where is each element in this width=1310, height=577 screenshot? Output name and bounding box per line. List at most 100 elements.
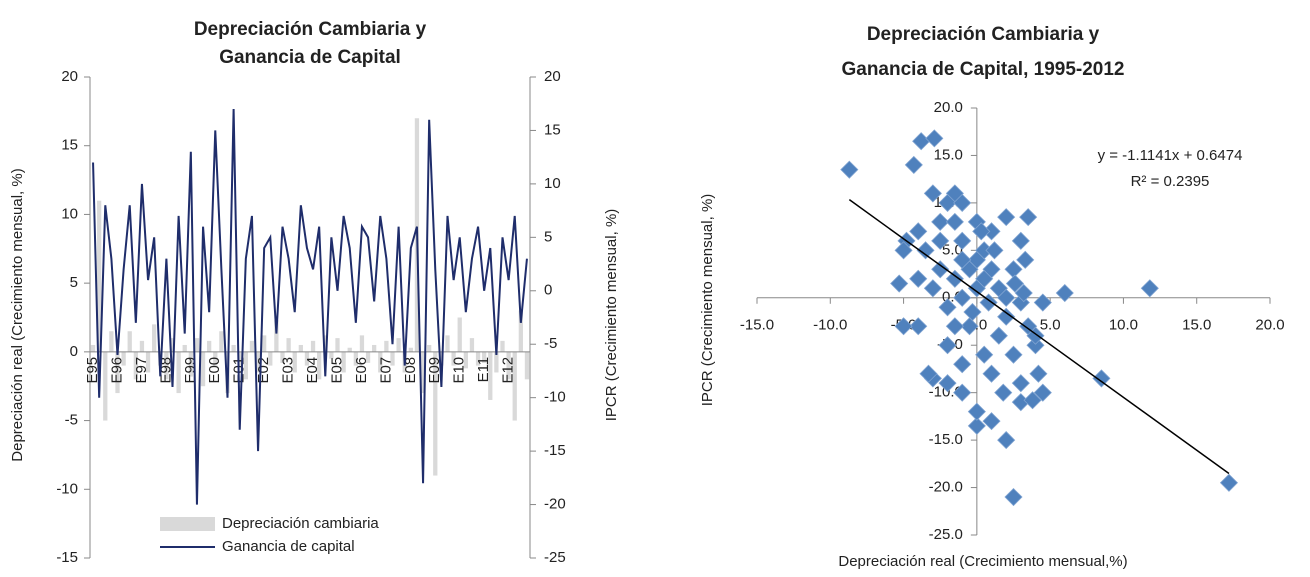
bar xyxy=(469,338,475,352)
bar xyxy=(524,351,530,380)
bar xyxy=(310,340,316,352)
y2-tick-label: -25 xyxy=(544,549,566,566)
scatter-point xyxy=(890,274,909,293)
legend-label: Depreciación cambiaria xyxy=(222,515,379,532)
y2-tick-label: 0 xyxy=(544,282,552,299)
line-series xyxy=(92,109,528,505)
bar xyxy=(365,351,371,363)
x-tick-label: E12 xyxy=(500,357,517,384)
bar xyxy=(445,335,450,352)
bar xyxy=(249,340,255,352)
bar xyxy=(463,351,468,369)
bar xyxy=(152,324,157,352)
x-tick-label: E10 xyxy=(451,357,468,384)
scatter-point xyxy=(953,193,972,212)
bar xyxy=(213,351,218,366)
y-tick-label: 5 xyxy=(70,274,78,291)
bar xyxy=(323,335,328,352)
y2-tick-label: 5 xyxy=(544,228,552,245)
scatter-point xyxy=(1029,364,1048,383)
scatter-point xyxy=(909,269,928,288)
scatter-point xyxy=(894,317,913,336)
bar xyxy=(133,351,138,380)
bar xyxy=(274,320,279,352)
bar xyxy=(103,351,108,421)
scatter-point xyxy=(945,269,964,288)
bar xyxy=(243,351,248,380)
legend-label: Ganancia de capital xyxy=(222,538,355,555)
scatter-point xyxy=(919,364,938,383)
scatter-point xyxy=(953,250,972,269)
bar xyxy=(396,338,401,352)
scatter-point xyxy=(972,222,991,241)
bar xyxy=(292,351,297,373)
bar xyxy=(164,351,169,380)
scatter-point xyxy=(982,364,1001,383)
bar xyxy=(439,351,444,366)
scatter-point xyxy=(985,241,1004,260)
bar xyxy=(359,335,365,352)
scatter-point xyxy=(975,241,994,260)
x-tick-label: 20.0 xyxy=(1255,317,1284,334)
bar xyxy=(372,344,377,352)
y2-tick-label: 20 xyxy=(544,68,561,85)
scatter-point xyxy=(953,355,972,374)
x-tick-label: E05 xyxy=(328,357,345,384)
bar xyxy=(317,351,322,380)
scatter-point xyxy=(967,402,986,421)
y-tick-label: 20 xyxy=(61,68,78,85)
scatter-point xyxy=(904,155,923,174)
bar xyxy=(433,351,438,476)
y2-tick-label: -10 xyxy=(544,389,566,406)
scatter-point xyxy=(975,345,994,364)
bar xyxy=(408,347,413,352)
scatter-point xyxy=(909,317,928,336)
bar xyxy=(482,351,487,363)
scatter-point xyxy=(938,336,957,355)
scatter-point xyxy=(982,260,1001,279)
scatter-point xyxy=(931,260,950,279)
x-tick-label: 10.0 xyxy=(1109,317,1138,334)
chart-title: Depreciación Cambiaria y xyxy=(194,19,427,40)
bar xyxy=(268,351,273,366)
y2-tick-label: 15 xyxy=(544,121,561,138)
scatter-point xyxy=(997,307,1016,326)
bar xyxy=(176,351,181,394)
scatter-point xyxy=(1219,473,1239,492)
bar xyxy=(194,338,200,352)
x-tick-label: 15.0 xyxy=(1182,317,1211,334)
x-tick-label: E03 xyxy=(280,357,297,384)
y-tick-label: -10.0 xyxy=(929,384,963,401)
scatter-point xyxy=(1033,293,1052,312)
y-axis-label: IPCR (Crecimiento mensual, %) xyxy=(699,194,716,407)
x-tick-label: E99 xyxy=(182,357,199,384)
bar xyxy=(237,351,242,366)
bar xyxy=(145,351,151,373)
scatter-point xyxy=(1011,374,1030,393)
scatter-point xyxy=(1055,283,1074,303)
bar xyxy=(457,317,462,352)
scatter-point xyxy=(840,160,859,179)
y-tick-label: -10 xyxy=(56,480,78,497)
bar xyxy=(207,340,212,352)
bar xyxy=(170,338,175,352)
bar xyxy=(488,351,493,400)
x-tick-label: E00 xyxy=(206,357,223,384)
scatter-point xyxy=(953,288,972,307)
x-tick-label: 5.0 xyxy=(1040,317,1061,334)
scatter-point xyxy=(982,412,1001,431)
bar xyxy=(390,351,395,366)
scatter-point xyxy=(997,431,1016,450)
x-tick-label: E95 xyxy=(84,357,101,384)
y-axis-label: Depreciación real (Crecimiento mensual, … xyxy=(9,168,26,461)
bar xyxy=(115,351,120,394)
bar xyxy=(109,331,114,352)
bar xyxy=(262,335,267,352)
scatter-point xyxy=(916,241,935,260)
y2-tick-label: -20 xyxy=(544,496,566,513)
scatter-point xyxy=(967,416,986,435)
scatter-point xyxy=(909,222,928,241)
scatter-point xyxy=(989,326,1008,345)
y2-tick-label: -15 xyxy=(544,442,566,459)
